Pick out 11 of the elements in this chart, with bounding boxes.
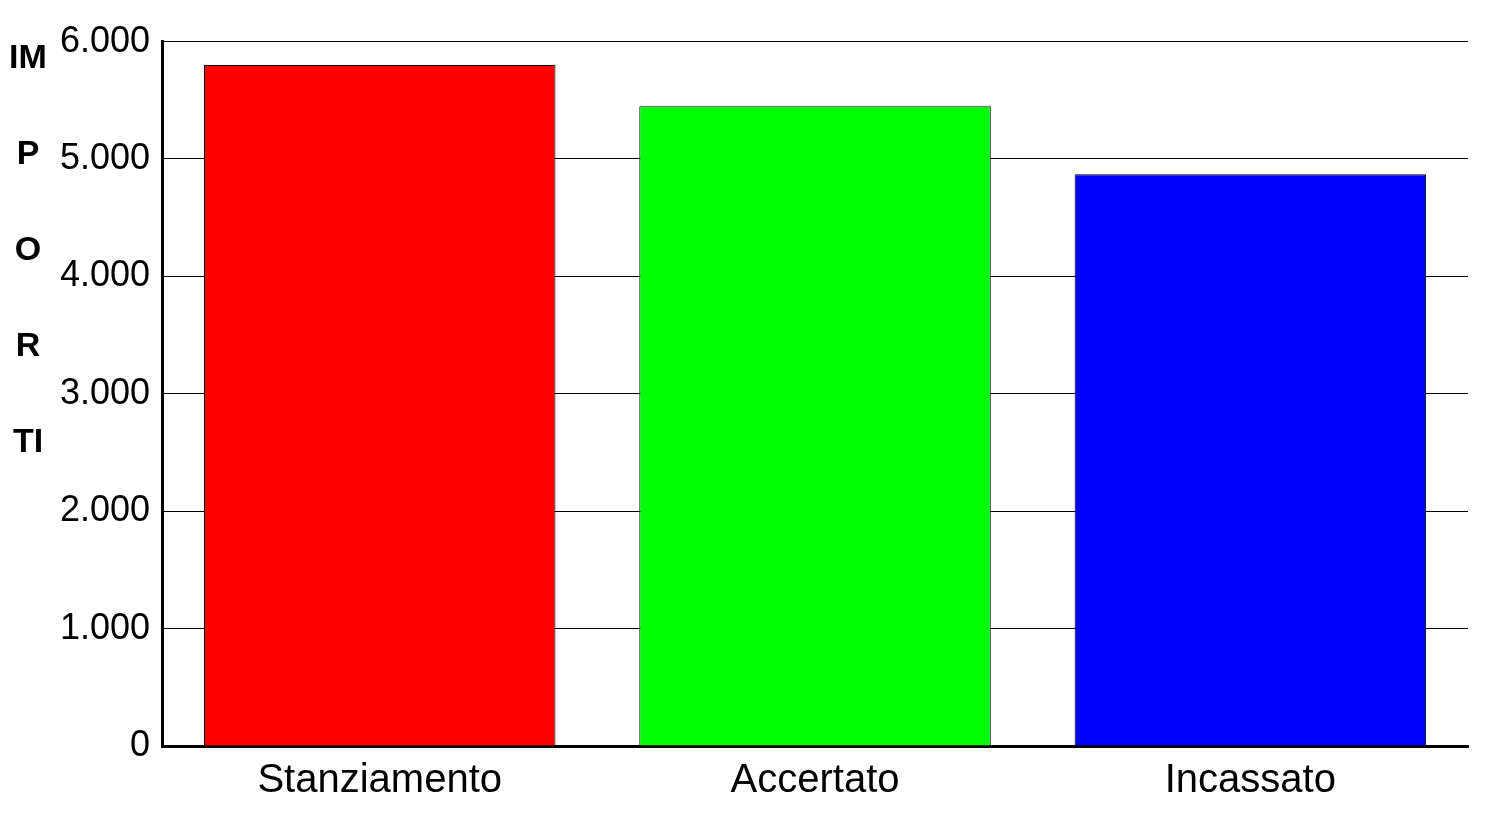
x-tick-label: Accertato [730,756,900,801]
y-tick-label: 2.000 [59,488,151,530]
y-tick-label: 6.000 [59,18,151,60]
y-tick-label: 5.000 [59,135,151,177]
y-tick-label: 4.000 [59,253,151,295]
y-tick-label: 3.000 [59,370,151,412]
x-tick-label: Stanziamento [257,756,503,801]
x-tick-label: Incassato [1164,756,1336,801]
text: IMPORTI [9,37,47,459]
y-tick-label: 1.000 [59,605,151,647]
y-tick-label: 0 [130,722,151,764]
